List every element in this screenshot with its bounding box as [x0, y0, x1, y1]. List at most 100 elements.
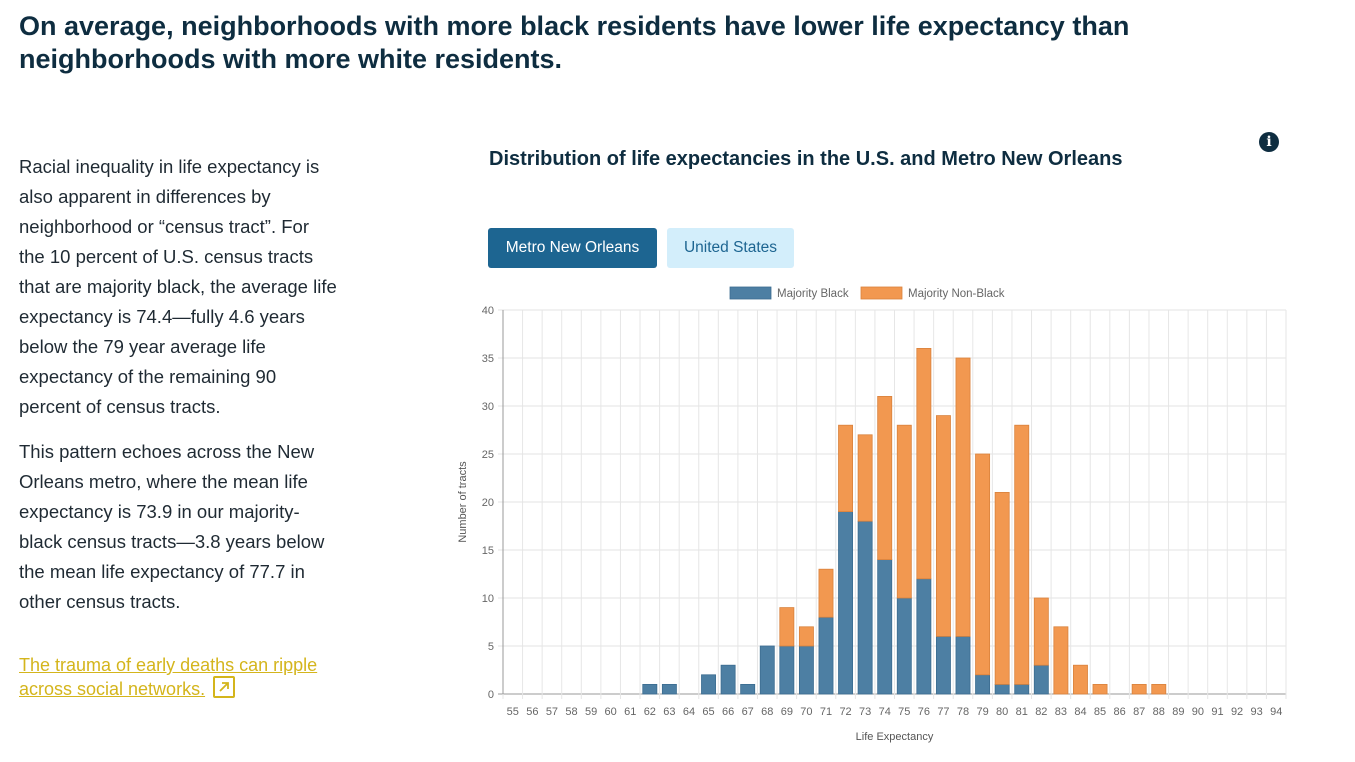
legend-swatch-majority-non-black: [860, 286, 903, 300]
x-tick-label: 68: [761, 706, 773, 718]
x-tick-label: 79: [976, 706, 988, 718]
legend-label-majority-non-black: Majority Non-Black: [908, 288, 1005, 300]
bar-majority-non-black: [818, 568, 834, 618]
bar-majority-black: [701, 674, 716, 695]
bar-majority-black: [935, 635, 951, 695]
x-tick-label: 87: [1133, 706, 1145, 718]
bar-majority-non-black: [1131, 683, 1147, 695]
x-tick-label: 93: [1251, 706, 1263, 718]
body-paragraph-2: This pattern echoes across the New Orlea…: [19, 441, 325, 612]
bar-majority-non-black: [994, 491, 1010, 685]
y-tick-label: 5: [488, 641, 494, 653]
bar-majority-black: [896, 597, 912, 695]
x-tick-label: 75: [898, 706, 910, 718]
x-tick-label: 81: [1016, 706, 1028, 718]
x-axis-label: Life Expectancy: [856, 731, 934, 743]
bar-majority-black: [975, 674, 991, 695]
x-tick-label: 85: [1094, 706, 1106, 718]
tab-metro-new-orleans[interactable]: Metro New Orleans: [488, 228, 657, 268]
external-link-icon[interactable]: [213, 676, 236, 698]
x-tick-label: 89: [1172, 706, 1184, 718]
bar-majority-black: [1033, 664, 1049, 695]
y-tick-label: 15: [482, 545, 494, 557]
x-tick-label: 83: [1055, 706, 1067, 718]
bar-majority-non-black: [1151, 683, 1167, 695]
y-tick-label: 35: [482, 353, 494, 365]
bar-majority-black: [1014, 683, 1030, 695]
bar-majority-black: [955, 635, 971, 695]
x-tick-label: 73: [859, 706, 871, 718]
x-tick-label: 82: [1035, 706, 1047, 718]
bar-majority-non-black: [877, 396, 893, 560]
bar-majority-non-black: [1092, 683, 1108, 695]
x-tick-label: 91: [1211, 706, 1223, 718]
x-tick-label: 59: [585, 706, 597, 718]
y-axis-label: Number of tracts: [457, 461, 469, 543]
bar-majority-black: [818, 616, 834, 695]
bar-majority-black: [720, 664, 736, 695]
x-tick-label: 88: [1153, 706, 1165, 718]
story-link[interactable]: The trauma of early deaths can ripple ac…: [19, 654, 349, 700]
bar-majority-black: [779, 645, 795, 695]
x-tick-label: 66: [722, 706, 734, 718]
bar-majority-black: [740, 683, 756, 695]
x-tick-label: 77: [937, 706, 949, 718]
bar-majority-black: [857, 520, 873, 695]
bar-majority-non-black: [1033, 597, 1049, 666]
x-tick-label: 80: [996, 706, 1008, 718]
x-tick-label: 56: [526, 706, 538, 718]
x-tick-label: 71: [820, 706, 832, 718]
y-tick-label: 0: [488, 689, 494, 701]
body-text: Racial inequality in life expectancy is …: [19, 152, 339, 632]
bar-majority-non-black: [1053, 626, 1069, 695]
x-tick-label: 94: [1270, 706, 1282, 718]
x-tick-label: 74: [879, 706, 891, 718]
bar-majority-non-black: [916, 348, 932, 580]
bar-majority-black: [798, 645, 814, 695]
bar-majority-black: [642, 683, 658, 695]
bar-majority-black: [994, 683, 1010, 695]
x-tick-label: 69: [781, 706, 793, 718]
tab-united-states[interactable]: United States: [667, 228, 794, 268]
story-link-text[interactable]: The trauma of early deaths can ripple ac…: [19, 655, 318, 699]
x-tick-label: 61: [624, 706, 636, 718]
bar-majority-non-black: [896, 424, 912, 599]
x-tick-label: 90: [1192, 706, 1204, 718]
bar-majority-black: [661, 683, 677, 695]
x-tick-label: 70: [800, 706, 812, 718]
x-tick-label: 64: [683, 706, 695, 718]
info-icon[interactable]: i: [1259, 132, 1279, 152]
x-tick-label: 55: [507, 706, 519, 718]
bar-majority-black: [838, 511, 854, 695]
x-tick-label: 92: [1231, 706, 1243, 718]
x-tick-label: 65: [702, 706, 714, 718]
bar-majority-non-black: [779, 607, 795, 647]
x-tick-label: 62: [644, 706, 656, 718]
bar-majority-non-black: [857, 434, 873, 522]
x-tick-label: 86: [1113, 706, 1125, 718]
body-paragraph-1: Racial inequality in life expectancy is …: [19, 156, 337, 417]
page-headline: On average, neighborhoods with more blac…: [19, 11, 1130, 74]
bar-majority-black: [877, 559, 893, 695]
y-tick-label: 40: [482, 305, 494, 317]
chart-title: Distribution of life expectancies in the…: [489, 148, 1123, 170]
x-tick-label: 72: [839, 706, 851, 718]
bar-majority-black: [916, 578, 932, 695]
bar-majority-non-black: [975, 453, 991, 676]
bar-majority-non-black: [838, 424, 854, 512]
x-tick-label: 84: [1074, 706, 1086, 718]
bar-majority-non-black: [1073, 664, 1088, 695]
x-tick-label: 57: [546, 706, 558, 718]
legend-swatch-majority-black: [729, 286, 772, 300]
bar-majority-non-black: [798, 626, 814, 647]
x-tick-label: 60: [605, 706, 617, 718]
x-tick-label: 58: [565, 706, 577, 718]
bar-majority-non-black: [935, 415, 951, 637]
y-tick-label: 30: [482, 401, 494, 413]
x-tick-label: 67: [742, 706, 754, 718]
y-tick-label: 20: [482, 497, 494, 509]
x-tick-label: 76: [918, 706, 930, 718]
y-tick-label: 10: [482, 593, 494, 605]
bar-majority-non-black: [955, 357, 971, 637]
y-tick-label: 25: [482, 449, 494, 461]
